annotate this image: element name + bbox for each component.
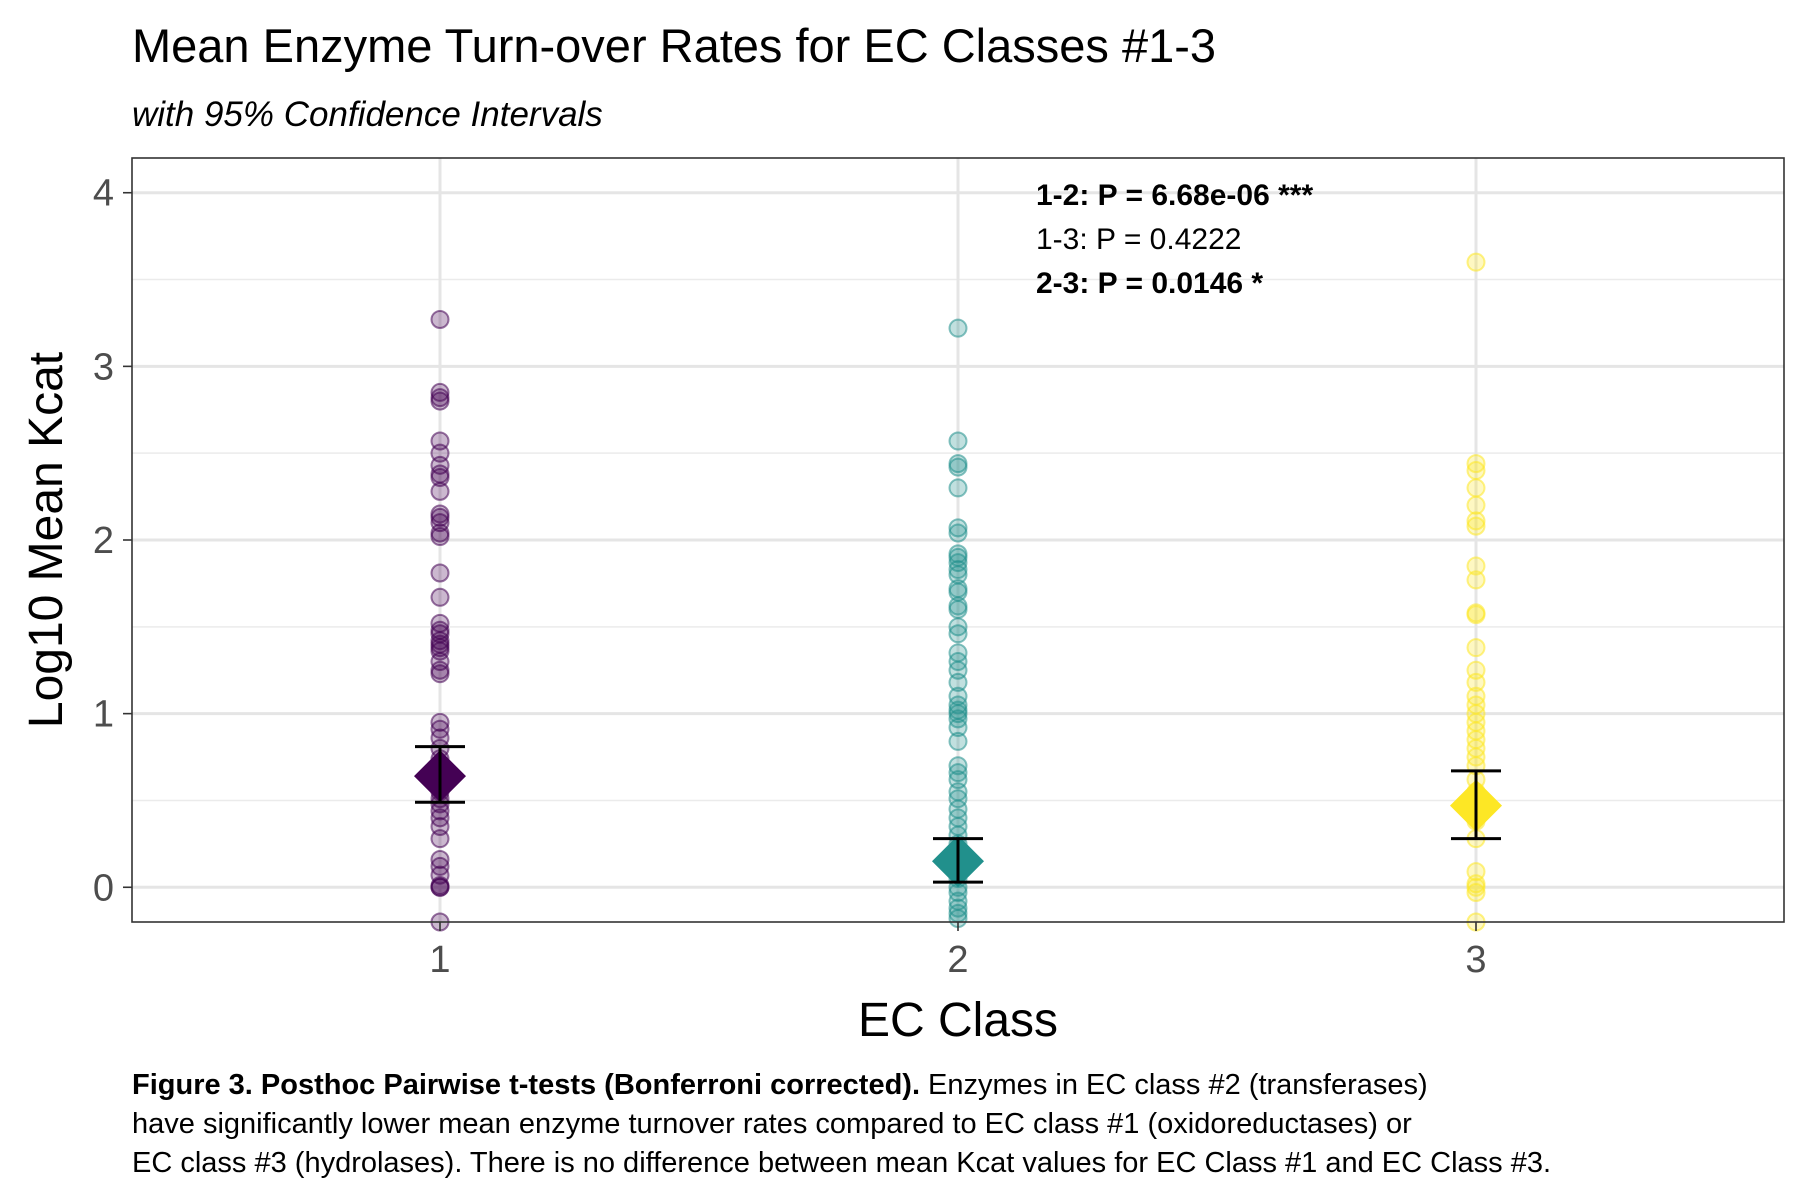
data-point	[948, 763, 968, 783]
chart-title: Mean Enzyme Turn-over Rates for EC Class…	[132, 19, 1216, 72]
data-point	[948, 478, 968, 498]
data-point	[948, 599, 968, 619]
data-point	[430, 513, 450, 533]
data-point	[1466, 252, 1486, 272]
y-axis-label: Log10 Mean Kcat	[20, 352, 73, 728]
mean-ci-markers	[414, 745, 1502, 888]
figure-caption: Figure 3. Posthoc Pairwise t-tests (Bonf…	[132, 1066, 1792, 1183]
data-point	[1466, 454, 1486, 474]
data-point	[948, 431, 968, 451]
data-point	[430, 587, 450, 607]
data-point	[1466, 605, 1486, 625]
data-point	[430, 641, 450, 661]
p-value-annotations: 1-2: P = 6.68e-06 *** 1-3: P = 0.4222 2-3:…	[1036, 179, 1313, 300]
x-tick-label: 1	[429, 939, 450, 981]
data-point	[948, 704, 968, 724]
caption-line-2: have significantly lower mean enzyme tur…	[132, 1108, 1412, 1140]
data-point	[948, 318, 968, 338]
data-point	[430, 829, 450, 849]
data-point	[430, 563, 450, 583]
data-point	[948, 672, 968, 692]
x-tick-label: 2	[947, 939, 968, 981]
data-point	[948, 518, 968, 538]
data-point	[1466, 638, 1486, 658]
caption-line-1: Figure 3. Posthoc Pairwise t-tests (Bonf…	[132, 1066, 1792, 1105]
data-point	[948, 898, 968, 918]
p-value-annotation: 2-3: P = 0.0146 *	[1036, 267, 1263, 300]
data-point	[1466, 478, 1486, 498]
p-value-annotation: 1-3: P = 0.4222	[1036, 223, 1241, 256]
data-point	[948, 560, 968, 580]
data-point	[430, 849, 450, 869]
data-point	[948, 718, 968, 738]
data-point	[1466, 495, 1486, 515]
data-point	[948, 756, 968, 776]
chart-subtitle: with 95% Confidence Intervals	[132, 95, 603, 134]
axis-ticks: 0 1 2 3 4 1 2 3	[93, 173, 1487, 981]
data-point	[430, 391, 450, 411]
data-point	[430, 467, 450, 487]
data-point	[1466, 877, 1486, 897]
x-tick-label: 3	[1465, 939, 1486, 981]
y-tick-label: 4	[93, 173, 114, 215]
data-point	[948, 731, 968, 751]
data-point	[430, 664, 450, 684]
data-point	[948, 523, 968, 543]
data-point	[1466, 570, 1486, 590]
y-tick-label: 0	[93, 867, 114, 909]
data-point	[430, 712, 450, 732]
data-point	[430, 507, 450, 527]
x-axis-label: EC Class	[858, 994, 1058, 1047]
data-point	[948, 617, 968, 637]
data-point	[948, 789, 968, 809]
data-point	[948, 457, 968, 477]
p-value-annotation: 1-2: P = 6.68e-06 ***	[1036, 179, 1313, 212]
y-tick-label: 3	[93, 346, 114, 388]
data-point	[1466, 882, 1486, 902]
y-tick-label: 1	[93, 694, 114, 736]
data-point	[1466, 556, 1486, 576]
caption-line-3: EC class #3 (hydrolases). There is no di…	[132, 1147, 1552, 1179]
data-point	[1466, 516, 1486, 536]
data-point	[430, 309, 450, 329]
data-point	[430, 527, 450, 547]
y-tick-label: 2	[93, 520, 114, 562]
caption-bold-title: Figure 3. Posthoc Pairwise t-tests (Bonf…	[132, 1069, 920, 1101]
data-point	[948, 624, 968, 644]
data-point	[1466, 461, 1486, 481]
caption-text-1: Enzymes in EC class #2 (transferases)	[920, 1069, 1428, 1101]
data-point	[1466, 672, 1486, 692]
data-point	[1466, 511, 1486, 531]
data-point	[430, 481, 450, 501]
data-point	[430, 877, 450, 897]
